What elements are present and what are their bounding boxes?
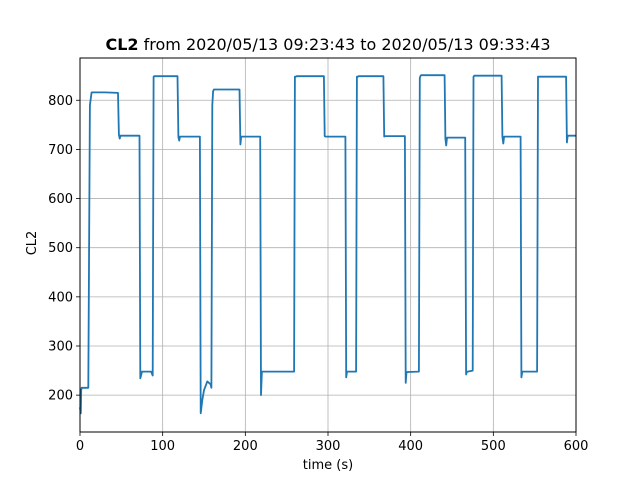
x-tick-label: 500 (481, 439, 506, 454)
x-tick-label: 0 (76, 439, 84, 454)
y-tick-label: 800 (48, 94, 73, 109)
series-line-0 (79, 74, 576, 415)
y-tick-label: 300 (48, 339, 73, 354)
x-tick-label: 100 (150, 439, 175, 454)
plot-area (79, 74, 576, 415)
y-tick-label: 600 (48, 192, 73, 207)
chart-title: CL2 from 2020/05/13 09:23:43 to 2020/05/… (105, 35, 550, 54)
y-tick-label: 400 (48, 290, 73, 305)
axes-frame (79, 57, 577, 433)
x-axis-label: time (s) (303, 458, 353, 473)
y-tick-label: 500 (48, 241, 73, 256)
y-axis-label: CL2 (25, 231, 40, 256)
grid (79, 58, 577, 432)
x-tick-label: 200 (233, 439, 258, 454)
axis-ticks: 0 100 200 300 400 500 600 200 300 400 500 600 700 800 (48, 94, 588, 454)
x-tick-label: 600 (564, 439, 589, 454)
chart-title-bold: CL2 (105, 35, 138, 54)
chart-title-rest: from 2020/05/13 09:23:43 to 2020/05/13 0… (139, 35, 551, 54)
x-tick-label: 400 (398, 439, 423, 454)
x-tick-label: 300 (316, 439, 341, 454)
y-tick-label: 700 (48, 143, 73, 158)
y-tick-label: 200 (48, 389, 73, 404)
